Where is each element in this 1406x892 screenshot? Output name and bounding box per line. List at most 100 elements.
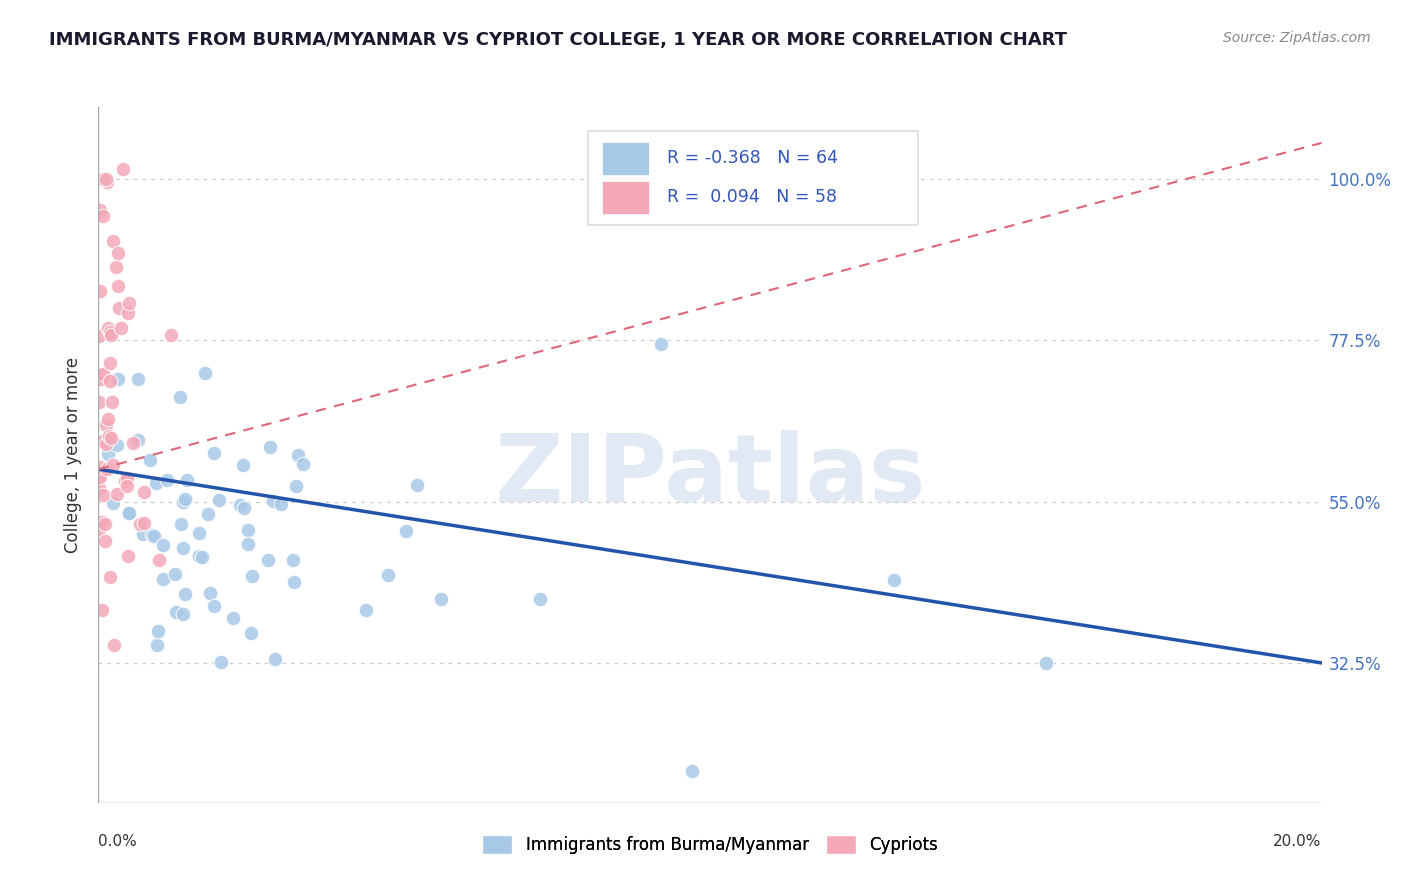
Point — [188, 525, 211, 540]
Point — [883, 574, 905, 588]
Point — [172, 541, 194, 556]
Point — [146, 638, 169, 652]
Point — [264, 652, 287, 666]
Point — [117, 306, 139, 320]
Point — [127, 372, 149, 386]
Text: 20.0%: 20.0% — [1274, 834, 1322, 849]
Point — [97, 447, 120, 461]
Point — [650, 336, 672, 351]
Point — [97, 321, 120, 335]
Point — [270, 497, 292, 511]
Point — [98, 356, 121, 370]
Point — [131, 526, 153, 541]
Point — [91, 515, 114, 529]
Point — [94, 516, 117, 531]
Point — [98, 374, 121, 388]
Point — [100, 328, 122, 343]
Point — [94, 436, 117, 450]
Point — [232, 458, 254, 472]
Point — [127, 433, 149, 447]
Point — [89, 481, 111, 495]
Point — [159, 327, 181, 342]
Point — [232, 500, 254, 515]
Point — [107, 279, 129, 293]
Point — [121, 436, 143, 450]
Point — [197, 507, 219, 521]
Point — [89, 467, 111, 482]
Point — [107, 372, 129, 386]
Point — [238, 537, 260, 551]
Point — [194, 367, 217, 381]
Point — [87, 395, 110, 409]
Point — [101, 395, 124, 409]
Point — [93, 434, 115, 448]
Point — [146, 624, 169, 639]
Point — [134, 485, 156, 500]
Point — [281, 553, 304, 567]
Point — [209, 656, 232, 670]
FancyBboxPatch shape — [602, 142, 650, 175]
Point — [105, 260, 128, 275]
Point — [377, 568, 399, 582]
Point — [128, 517, 150, 532]
Text: Source: ZipAtlas.com: Source: ZipAtlas.com — [1223, 31, 1371, 45]
Point — [96, 462, 118, 476]
Point — [222, 611, 245, 625]
Point — [292, 457, 315, 471]
Point — [87, 522, 110, 536]
Point — [105, 437, 128, 451]
Point — [117, 479, 139, 493]
FancyBboxPatch shape — [602, 181, 650, 214]
Text: R =  0.094   N = 58: R = 0.094 N = 58 — [668, 188, 837, 206]
Point — [165, 605, 187, 619]
Point — [114, 474, 136, 488]
Point — [139, 452, 162, 467]
Point — [93, 488, 115, 502]
Point — [152, 572, 174, 586]
Point — [529, 591, 551, 606]
Point — [89, 470, 111, 484]
Point — [107, 245, 129, 260]
Point — [191, 549, 214, 564]
Point — [148, 553, 170, 567]
Point — [94, 417, 117, 432]
Point — [145, 476, 167, 491]
Point — [110, 320, 132, 334]
Point — [169, 390, 191, 404]
Point — [176, 473, 198, 487]
Point — [354, 603, 377, 617]
Point — [240, 569, 263, 583]
Point — [173, 492, 195, 507]
Text: R = -0.368   N = 64: R = -0.368 N = 64 — [668, 149, 838, 167]
Point — [132, 516, 155, 531]
Point — [93, 209, 115, 223]
Point — [90, 372, 112, 386]
Point — [117, 549, 139, 564]
Point — [118, 296, 141, 310]
Text: ZIPatlas: ZIPatlas — [495, 430, 925, 522]
Point — [142, 529, 165, 543]
Point — [105, 487, 128, 501]
Point — [284, 479, 307, 493]
Point — [228, 498, 250, 512]
Point — [174, 587, 197, 601]
Point — [170, 516, 193, 531]
Point — [681, 764, 703, 778]
Point — [89, 329, 111, 343]
Point — [406, 478, 429, 492]
Point — [200, 585, 222, 599]
Point — [163, 566, 186, 581]
Point — [1035, 656, 1057, 670]
Point — [239, 626, 262, 640]
Point — [202, 445, 225, 459]
Point — [236, 523, 259, 537]
Point — [89, 202, 111, 217]
Point — [172, 607, 194, 622]
FancyBboxPatch shape — [588, 131, 918, 226]
Point — [89, 284, 111, 298]
Point — [429, 592, 451, 607]
Point — [97, 429, 120, 443]
Point — [89, 368, 111, 382]
Point — [256, 553, 278, 567]
Point — [107, 301, 129, 316]
